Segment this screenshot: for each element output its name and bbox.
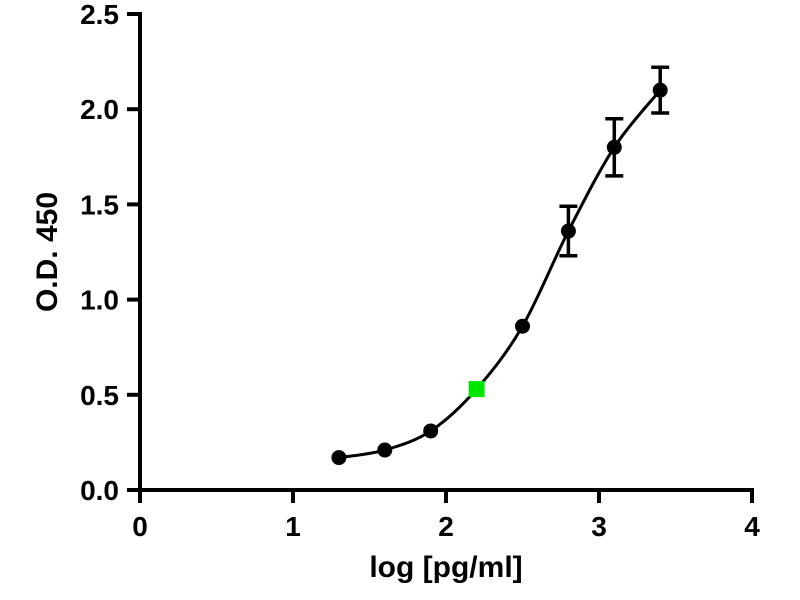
y-tick-label: 0.5 bbox=[80, 380, 119, 411]
y-tick-label: 0.0 bbox=[80, 475, 119, 506]
standard-points-marker bbox=[423, 423, 439, 439]
y-tick-label: 2.0 bbox=[80, 94, 119, 125]
standard-points-marker bbox=[377, 442, 393, 458]
standard-points-marker bbox=[331, 450, 347, 466]
x-tick-label: 0 bbox=[132, 511, 148, 542]
sample-point-marker bbox=[468, 381, 485, 398]
x-tick-label: 2 bbox=[438, 511, 454, 542]
standard-points-marker bbox=[652, 82, 668, 98]
y-tick-label: 1.0 bbox=[80, 285, 119, 316]
x-tick-label: 4 bbox=[744, 511, 760, 542]
standard-points-marker bbox=[560, 223, 576, 239]
y-tick-label: 1.5 bbox=[80, 189, 119, 220]
x-tick-label: 3 bbox=[591, 511, 607, 542]
standard-points-marker bbox=[606, 139, 622, 155]
standard-points-marker bbox=[515, 318, 530, 334]
x-axis-title: log [pg/ml] bbox=[369, 551, 523, 584]
y-axis-title: O.D. 450 bbox=[31, 191, 64, 313]
y-tick-label: 2.5 bbox=[80, 0, 119, 30]
x-tick-label: 1 bbox=[285, 511, 301, 542]
